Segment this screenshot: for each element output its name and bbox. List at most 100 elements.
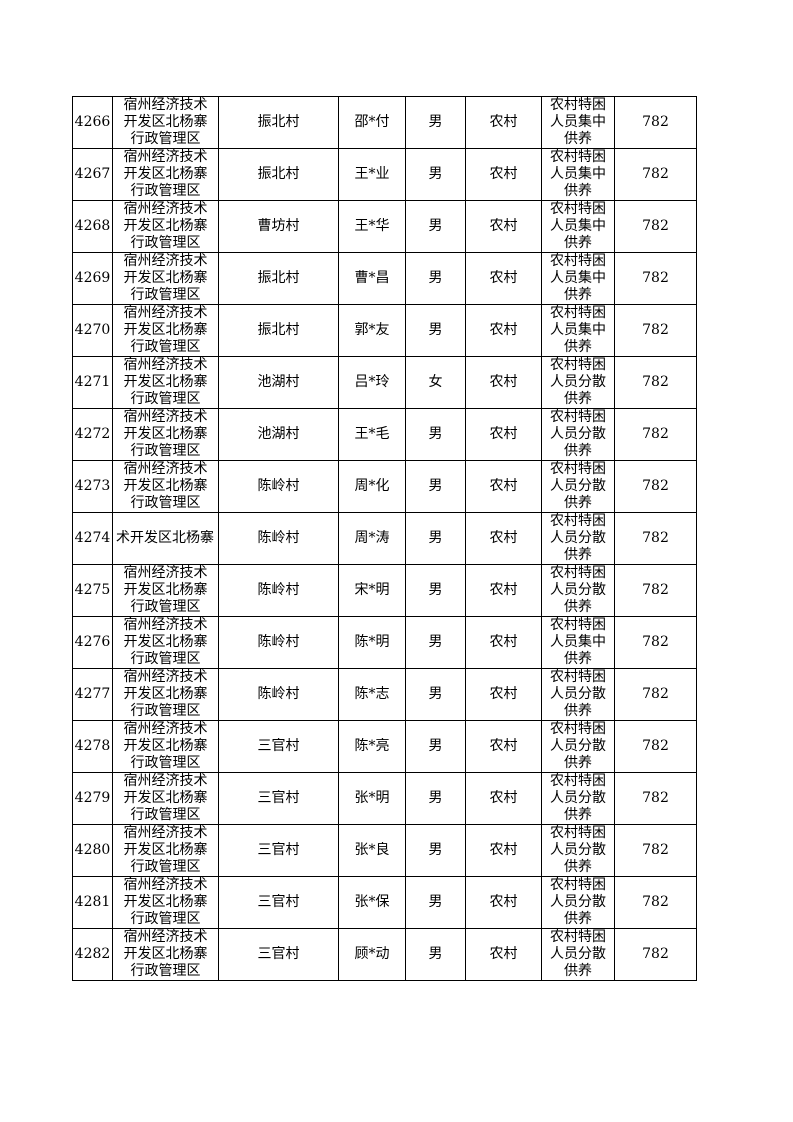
sex-cell: 男 xyxy=(405,876,466,929)
village-cell-text: 陈岭村 xyxy=(257,478,300,494)
village-cell: 池湖村 xyxy=(218,356,339,409)
amount-cell-text: 782 xyxy=(642,946,669,962)
category-cell-text: 农村特困人员集中供养 xyxy=(550,253,606,304)
village-cell: 振北村 xyxy=(218,252,339,305)
household-type-cell-text: 农村 xyxy=(489,218,518,234)
sex-cell: 男 xyxy=(405,668,466,721)
name-cell-text: 王*毛 xyxy=(354,426,390,442)
category-cell-text: 农村特困人员分散供养 xyxy=(550,669,606,720)
name-cell-text: 曹*昌 xyxy=(354,270,390,286)
amount-cell: 782 xyxy=(614,304,697,357)
household-type-cell: 农村 xyxy=(465,928,542,981)
district-cell-text: 宿州经济技术开发区北杨寨行政管理区 xyxy=(123,877,208,928)
row-id-cell-text: 4280 xyxy=(74,842,111,858)
village-cell: 三官村 xyxy=(218,928,339,981)
household-type-cell: 农村 xyxy=(465,252,542,305)
category-cell-text: 农村特困人员分散供养 xyxy=(550,357,606,408)
village-cell: 池湖村 xyxy=(218,408,339,461)
row-id-cell-text: 4272 xyxy=(74,426,111,442)
amount-cell-text: 782 xyxy=(642,686,669,702)
district-cell: 宿州经济技术开发区北杨寨行政管理区 xyxy=(112,408,219,461)
village-cell: 陈岭村 xyxy=(218,460,339,513)
name-cell-text: 张*保 xyxy=(354,894,390,910)
district-cell: 宿州经济技术开发区北杨寨行政管理区 xyxy=(112,304,219,357)
village-cell-text: 振北村 xyxy=(257,322,300,338)
row-id-cell-text: 4268 xyxy=(74,218,111,234)
household-type-cell: 农村 xyxy=(465,96,542,149)
table-row: 4281 宿州经济技术开发区北杨寨行政管理区 三官村 张*保 男 农村 农村特困人员分散供养… xyxy=(72,876,697,929)
category-cell: 农村特困人员分散供养 xyxy=(541,668,615,721)
village-cell: 陈岭村 xyxy=(218,512,339,565)
village-cell: 三官村 xyxy=(218,824,339,877)
row-id-cell-text: 4274 xyxy=(74,530,111,546)
category-cell-text: 农村特困人员分散供养 xyxy=(550,461,606,512)
name-cell: 宋*明 xyxy=(338,564,406,617)
amount-cell-text: 782 xyxy=(642,218,669,234)
village-cell-text: 三官村 xyxy=(257,738,300,754)
sex-cell-text: 男 xyxy=(428,114,443,130)
amount-cell: 782 xyxy=(614,408,697,461)
amount-cell: 782 xyxy=(614,356,697,409)
district-cell-text: 宿州经济技术开发区北杨寨行政管理区 xyxy=(123,669,208,720)
row-id-cell-text: 4281 xyxy=(74,894,111,910)
amount-cell: 782 xyxy=(614,148,697,201)
sex-cell: 男 xyxy=(405,200,466,253)
sex-cell: 男 xyxy=(405,408,466,461)
sex-cell-text: 男 xyxy=(428,634,443,650)
village-cell: 三官村 xyxy=(218,876,339,929)
village-cell: 振北村 xyxy=(218,304,339,357)
sex-cell-text: 男 xyxy=(428,530,443,546)
row-id-cell: 4271 xyxy=(72,356,113,409)
amount-cell: 782 xyxy=(614,564,697,617)
district-cell-text: 宿州经济技术开发区北杨寨行政管理区 xyxy=(123,721,208,772)
amount-cell: 782 xyxy=(614,460,697,513)
name-cell-text: 张*良 xyxy=(354,842,390,858)
beneficiary-table: 4266 宿州经济技术开发区北杨寨行政管理区 振北村 邵*付男农村 农村特困人员集中供养… xyxy=(72,96,697,981)
table-row: 4279 宿州经济技术开发区北杨寨行政管理区 三官村 张*明 男 农村 农村特困人员分散供养… xyxy=(72,772,697,825)
row-id-cell: 4273 xyxy=(72,460,113,513)
row-id-cell: 4275 xyxy=(72,564,113,617)
household-type-cell-text: 农村 xyxy=(489,322,518,338)
name-cell-text: 邵*付 xyxy=(354,114,390,130)
household-type-cell-text: 农村 xyxy=(489,114,518,130)
household-type-cell-text: 农村 xyxy=(489,738,518,754)
district-cell: 宿州经济技术开发区北杨寨行政管理区 xyxy=(112,356,219,409)
table-row: 4267 宿州经济技术开发区北杨寨行政管理区 振北村 王*业 男 农村 农村特困人员集中供养… xyxy=(72,148,697,201)
amount-cell-text: 782 xyxy=(642,790,669,806)
village-cell-text: 三官村 xyxy=(257,946,300,962)
row-id-cell: 4277 xyxy=(72,668,113,721)
household-type-cell-text: 农村 xyxy=(489,842,518,858)
household-type-cell: 农村 xyxy=(465,668,542,721)
sex-cell-text: 男 xyxy=(428,478,443,494)
district-cell-text: 宿州经济技术开发区北杨寨行政管理区 xyxy=(123,929,208,980)
village-cell-text: 振北村 xyxy=(257,270,300,286)
sex-cell-text: 男 xyxy=(428,686,443,702)
household-type-cell: 农村 xyxy=(465,564,542,617)
category-cell: 农村特困人员集中供养 xyxy=(541,304,615,357)
row-id-cell: 4274 xyxy=(72,512,113,565)
household-type-cell: 农村 xyxy=(465,148,542,201)
name-cell-text: 陈*志 xyxy=(354,686,390,702)
village-cell-text: 振北村 xyxy=(257,166,300,182)
amount-cell-text: 782 xyxy=(642,374,669,390)
row-id-cell: 4272 xyxy=(72,408,113,461)
category-cell-text: 农村特困人员分散供养 xyxy=(550,565,606,616)
category-cell: 农村特困人员集中供养 xyxy=(541,200,615,253)
village-cell: 曹坊村 xyxy=(218,200,339,253)
row-id-cell: 4279 xyxy=(72,772,113,825)
category-cell: 农村特困人员分散供养 xyxy=(541,772,615,825)
row-id-cell: 4270 xyxy=(72,304,113,357)
name-cell-text: 陈*明 xyxy=(354,634,390,650)
district-cell: 宿州经济技术开发区北杨寨行政管理区 xyxy=(112,824,219,877)
village-cell-text: 陈岭村 xyxy=(257,686,300,702)
amount-cell: 782 xyxy=(614,512,697,565)
amount-cell-text: 782 xyxy=(642,426,669,442)
sex-cell: 男 xyxy=(405,772,466,825)
district-cell-text: 宿州经济技术开发区北杨寨行政管理区 xyxy=(123,97,208,148)
table-row: 4277 宿州经济技术开发区北杨寨行政管理区 陈岭村 陈*志 男 农村 农村特困人员分散供养… xyxy=(72,668,697,721)
amount-cell: 782 xyxy=(614,200,697,253)
row-id-cell-text: 4266 xyxy=(74,114,111,130)
row-id-cell-text: 4275 xyxy=(74,582,111,598)
row-id-cell: 4267 xyxy=(72,148,113,201)
amount-cell-text: 782 xyxy=(642,166,669,182)
